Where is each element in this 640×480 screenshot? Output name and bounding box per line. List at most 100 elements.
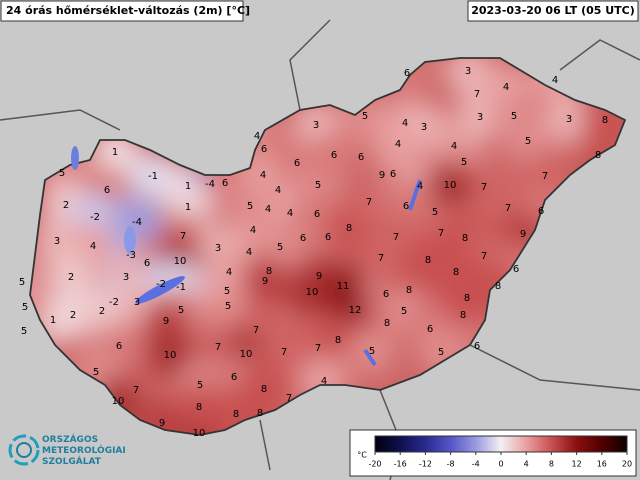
station-value: 7	[438, 228, 444, 239]
field-blob	[146, 331, 194, 379]
station-value: 4	[254, 131, 260, 142]
station-value: 1	[185, 202, 191, 213]
station-value: 7	[281, 347, 287, 358]
station-value: 5	[21, 326, 27, 337]
field-blob	[348, 327, 396, 375]
station-value: 3	[421, 122, 427, 133]
station-value: 5	[438, 347, 444, 358]
logo-text: ORSZÁGOS	[42, 433, 98, 445]
station-value: 3	[566, 114, 572, 125]
field-blob	[241, 257, 289, 305]
station-value: 4	[451, 141, 457, 152]
logo-text: METEOROLÓGIAI	[42, 444, 126, 456]
station-value: 8	[453, 267, 459, 278]
station-value: 6	[390, 169, 396, 180]
station-value: 8	[425, 255, 431, 266]
colorbar-unit: °C	[357, 451, 367, 460]
title: 24 órás hőmérséklet-változás (2m) [°C]	[6, 4, 250, 17]
field-blob	[545, 95, 593, 143]
field-blob	[426, 161, 474, 209]
station-value: 9	[316, 271, 322, 282]
station-value: 5	[525, 136, 531, 147]
station-value: 5	[247, 201, 253, 212]
station-value: 8	[257, 408, 263, 419]
colorbar-tick-label: -12	[419, 460, 432, 469]
station-value: 4	[287, 208, 293, 219]
station-value: 10	[174, 256, 187, 267]
colorbar-ticks: -20 -16 -12 -8 -4 0 4 8 12 16 20	[368, 452, 632, 469]
station-value: 8	[384, 318, 390, 329]
station-value: -1	[176, 282, 186, 293]
colorbar-tick-label: 20	[622, 460, 632, 469]
station-value: -1	[148, 171, 158, 182]
station-value: 5	[178, 305, 184, 316]
field-blob	[175, 383, 223, 431]
station-value: 6	[104, 185, 110, 196]
station-value: 5	[59, 168, 65, 179]
station-value: 4	[417, 181, 423, 192]
station-value: 4	[503, 82, 509, 93]
field-blob	[374, 120, 422, 168]
station-value: 8	[460, 310, 466, 321]
station-value: 6	[222, 178, 228, 189]
station-value: 5	[197, 380, 203, 391]
station-value: 5	[277, 242, 283, 253]
station-value: 2	[68, 272, 74, 283]
station-value: 10	[240, 349, 253, 360]
station-value: 7	[286, 393, 292, 404]
station-value: 5	[19, 277, 25, 288]
station-value: 12	[349, 305, 362, 316]
station-value: 6	[261, 144, 267, 155]
colorbar-tick-label: 0	[498, 460, 503, 469]
station-value: 5	[401, 306, 407, 317]
colorbar-tick-label: -20	[368, 460, 381, 469]
station-value: 8	[464, 293, 470, 304]
colorbar	[374, 435, 628, 453]
timestamp: 2023-03-20 06 LT (05 UTC)	[471, 4, 635, 17]
station-value: 10	[444, 180, 457, 191]
station-value: 7	[315, 343, 321, 354]
station-value: 4	[250, 225, 256, 236]
station-value: 1	[112, 147, 118, 158]
station-value: 10	[112, 396, 125, 407]
station-value: 2	[99, 306, 105, 317]
station-value: 5	[369, 346, 375, 357]
logo-mark	[8, 434, 40, 466]
logo: ORSZÁGOS METEOROLÓGIAI SZOLGÁLAT	[8, 433, 126, 467]
station-value: 7	[133, 385, 139, 396]
station-value: 6	[294, 158, 300, 169]
station-value: 1	[185, 181, 191, 192]
station-value: 10	[164, 350, 177, 361]
station-value: -4	[132, 217, 142, 228]
field-blob	[47, 253, 95, 301]
field-blob	[456, 93, 504, 141]
station-value: 7	[542, 171, 548, 182]
station-value: 3	[123, 272, 129, 283]
station-value: 8	[233, 409, 239, 420]
station-value: 8	[462, 233, 468, 244]
station-value: 6	[231, 372, 237, 383]
station-value: 7	[393, 232, 399, 243]
station-value: 8	[595, 150, 601, 161]
station-value: -2	[109, 297, 119, 308]
lakes	[363, 179, 422, 367]
station-value: 3	[134, 297, 140, 308]
station-value: 4	[275, 185, 281, 196]
station-value: 6	[144, 258, 150, 269]
station-value: 6	[325, 232, 331, 243]
station-value: 6	[331, 150, 337, 161]
field-blob	[240, 365, 288, 413]
station-value: 6	[314, 209, 320, 220]
station-value: 4	[402, 118, 408, 129]
station-value: 10	[306, 287, 319, 298]
station-value: 5	[362, 111, 368, 122]
station-value: 6	[474, 341, 480, 352]
station-value: 1	[50, 315, 56, 326]
title-box	[0, 0, 244, 22]
station-value: 9	[520, 229, 526, 240]
station-value: 3	[313, 120, 319, 131]
station-value: 5	[432, 207, 438, 218]
station-value: 8	[406, 285, 412, 296]
station-value: 8	[266, 266, 272, 277]
station-value: 8	[261, 384, 267, 395]
